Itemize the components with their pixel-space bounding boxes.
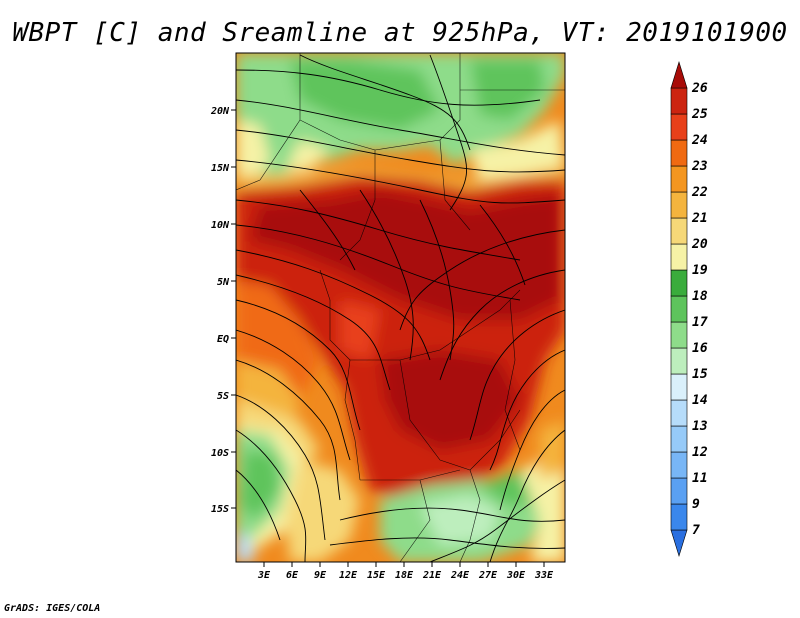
lat-label: EQ xyxy=(217,334,229,345)
colorbar-bin xyxy=(670,373,688,401)
colorbar-bin xyxy=(670,87,688,115)
colorbar-label: 26 xyxy=(691,81,708,96)
colorbar-bin xyxy=(670,113,688,141)
grads-credit: GrADS: IGES/COLA xyxy=(4,603,101,614)
lon-label: 9E xyxy=(314,570,327,581)
lon-label: 27E xyxy=(478,570,498,581)
colorbar-label: 25 xyxy=(691,107,708,122)
colorbar-bin xyxy=(670,321,688,349)
colorbar-bin xyxy=(670,269,688,297)
colorbar-bin xyxy=(670,139,688,167)
colorbar-bin xyxy=(670,503,688,531)
colorbar-bin xyxy=(670,165,688,193)
lat-label: 5S xyxy=(217,391,229,402)
map-frame xyxy=(235,52,566,563)
lat-label: 10S xyxy=(211,448,229,459)
lat-labels: 20N 15N 10N 5N EQ 5S 10S 15S xyxy=(210,106,230,515)
lon-label: 30E xyxy=(506,570,526,581)
lon-label: 3E xyxy=(257,570,271,581)
colorbar-arrow-high xyxy=(670,60,688,89)
lat-label: 10N xyxy=(211,220,230,231)
colorbar-bin xyxy=(670,347,688,375)
country-borders xyxy=(236,53,565,562)
lon-label: 15E xyxy=(367,570,386,581)
colorbar-bin xyxy=(670,217,688,245)
colorbar-label: 7 xyxy=(692,523,700,538)
chart-title: WBPT [C] and Sreamline at 925hPa, VT: 20… xyxy=(12,18,788,48)
lon-labels: 3E 6E 9E 12E 15E 18E 21E 24E 27E 30E 33E xyxy=(257,570,554,581)
colorbar-label: 12 xyxy=(692,445,708,460)
lon-label: 24E xyxy=(450,570,470,581)
axis-ticks xyxy=(231,109,545,567)
colorbar-arrow-low xyxy=(670,529,688,558)
lon-label: 12E xyxy=(339,570,358,581)
lon-label: 33E xyxy=(534,570,554,581)
wbpt-field xyxy=(236,53,565,562)
colorbar-bin xyxy=(670,399,688,427)
lat-label: 15N xyxy=(211,163,230,174)
lat-label: 5N xyxy=(217,277,230,288)
colorbar-label: 23 xyxy=(691,159,708,174)
colorbar-label: 14 xyxy=(692,393,708,408)
colorbar-bin xyxy=(670,425,688,453)
lat-label: 20N xyxy=(210,106,230,117)
colorbar-bin xyxy=(670,243,688,271)
colorbar-label: 11 xyxy=(692,471,708,486)
colorbar-label: 19 xyxy=(692,263,708,278)
colorbar-bin xyxy=(670,451,688,479)
colorbar-label: 16 xyxy=(692,341,708,356)
colorbar-bin xyxy=(670,477,688,505)
colorbar-label: 15 xyxy=(692,367,708,382)
lat-label: 15S xyxy=(211,504,229,515)
colorbar-label: 13 xyxy=(692,419,708,434)
colorbar-bin xyxy=(670,191,688,219)
colorbar-label: 18 xyxy=(692,289,708,304)
colorbar-label: 20 xyxy=(691,237,708,252)
colorbar-label: 21 xyxy=(691,211,708,226)
lon-label: 6E xyxy=(286,570,299,581)
colorbar xyxy=(670,60,688,558)
colorbar-label: 17 xyxy=(692,315,708,330)
colorbar-label: 22 xyxy=(691,185,708,200)
streamlines xyxy=(236,54,565,562)
lon-label: 18E xyxy=(395,570,414,581)
lon-label: 21E xyxy=(422,570,442,581)
colorbar-labels: 7 9 11 12 13 14 15 16 17 18 19 20 21 22 … xyxy=(691,81,708,538)
colorbar-bin xyxy=(670,295,688,323)
colorbar-label: 9 xyxy=(692,497,700,512)
colorbar-label: 24 xyxy=(691,133,708,148)
